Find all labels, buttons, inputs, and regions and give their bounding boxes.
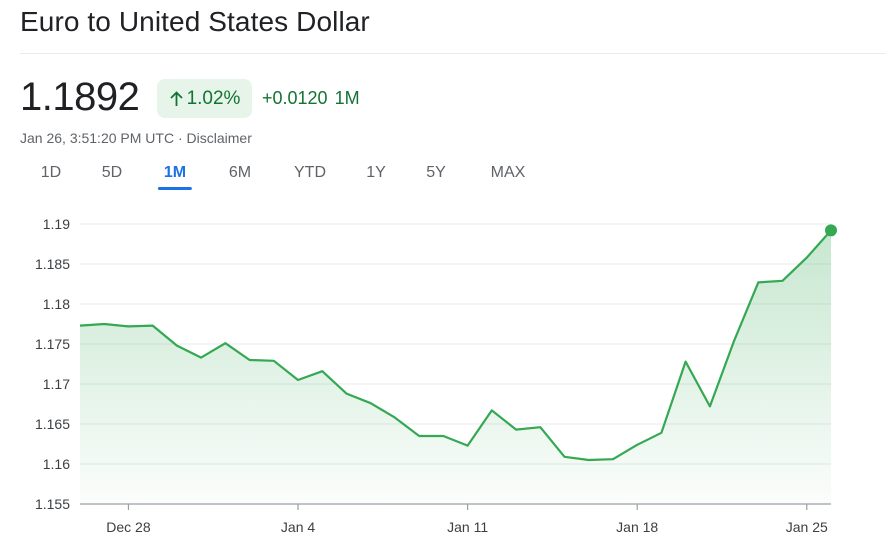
tab-1y[interactable]: 1Y: [366, 164, 386, 181]
y-tick-label: 1.155: [35, 496, 70, 512]
arrow-up-icon: [169, 91, 183, 106]
meta-separator: ·: [174, 130, 187, 146]
tab-ytd[interactable]: YTD: [294, 164, 326, 181]
tab-1m[interactable]: 1M: [157, 162, 193, 190]
price-line: [79, 229, 832, 462]
y-tick-label: 1.175: [35, 336, 70, 352]
page-title: Euro to United States Dollar: [20, 6, 370, 37]
tab-6m[interactable]: 6M: [228, 164, 252, 181]
header-divider: [20, 53, 886, 54]
disclaimer-link[interactable]: Disclaimer: [186, 130, 252, 146]
y-tick-label: 1.165: [35, 416, 70, 432]
y-tick-label: 1.185: [35, 256, 70, 272]
timestamp: Jan 26, 3:51:20 PM UTC: [20, 130, 175, 146]
y-tick-label: 1.18: [43, 296, 70, 312]
x-tick-label: Jan 25: [786, 519, 828, 535]
absolute-change: +0.0120 1M: [262, 88, 360, 109]
y-tick-label: 1.19: [43, 216, 70, 232]
percent-change-value: 1.02%: [186, 87, 241, 109]
quote-meta: Jan 26, 3:51:20 PM UTC · Disclaimer: [20, 130, 252, 146]
tab-max[interactable]: MAX: [490, 164, 526, 181]
price-chart: 1.19 1.185 1.18 1.175 1.17 1.165 1.16 1.155 Dec…: [35, 216, 837, 535]
absolute-change-value: +0.0120: [262, 88, 328, 108]
x-tick-label: Jan 18: [616, 519, 658, 535]
x-tick-label: Jan 4: [281, 519, 315, 535]
latest-price-marker: [825, 224, 837, 237]
tab-1d[interactable]: 1D: [40, 164, 62, 181]
x-tick-label: Dec 28: [106, 519, 151, 535]
tab-5y[interactable]: 5Y: [426, 164, 446, 181]
x-tick-label: Jan 11: [447, 519, 488, 535]
current-price: 1.1892: [20, 75, 140, 119]
tab-5d[interactable]: 5D: [101, 164, 123, 181]
change-period: 1M: [334, 88, 360, 108]
y-tick-label: 1.16: [43, 456, 70, 472]
price-area-fill: [80, 230, 831, 504]
percent-change-badge: 1.02%: [157, 79, 252, 118]
y-tick-label: 1.17: [43, 376, 70, 392]
